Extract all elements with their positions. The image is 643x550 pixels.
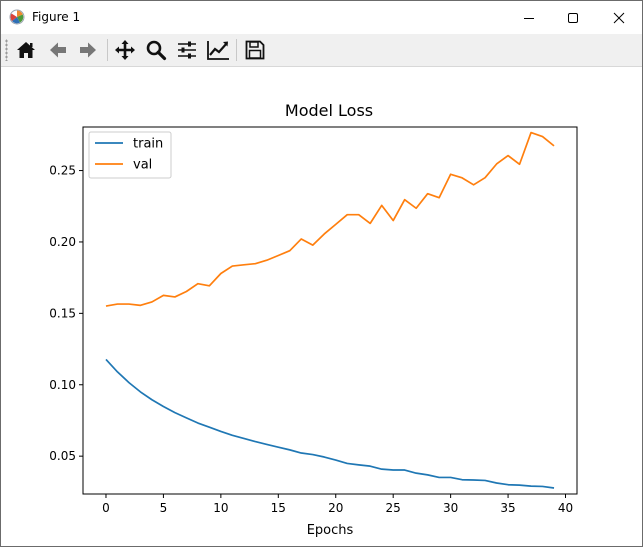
series-line-train bbox=[105, 358, 555, 489]
home-icon bbox=[17, 42, 35, 58]
forward-button[interactable] bbox=[74, 36, 102, 64]
x-tick-label: 30 bbox=[443, 501, 458, 515]
magnifier-icon bbox=[146, 40, 167, 61]
arrow-left-icon bbox=[50, 42, 66, 58]
x-tick-label: 40 bbox=[558, 501, 573, 515]
pan-button[interactable] bbox=[111, 36, 139, 64]
home-button[interactable] bbox=[12, 36, 40, 64]
y-tick-label: 0.15 bbox=[49, 306, 76, 320]
maximize-button[interactable] bbox=[550, 1, 596, 34]
x-axis: 0 5 10 15 20 25 30 35 40 bbox=[102, 494, 573, 515]
zoom-button[interactable] bbox=[142, 36, 170, 64]
title-bar[interactable]: Figure 1 bbox=[1, 1, 642, 34]
matplotlib-app-icon bbox=[9, 9, 25, 25]
series-line-val bbox=[105, 131, 555, 307]
chart-title: Model Loss bbox=[285, 101, 373, 120]
back-button[interactable] bbox=[44, 36, 72, 64]
x-tick-label: 35 bbox=[500, 501, 515, 515]
legend-label-val: val bbox=[133, 158, 152, 173]
figure-canvas[interactable]: Model Loss 0 5 10 15 20 25 30 35 40 0.05 0.10 0.15… bbox=[1, 67, 642, 546]
y-tick-label: 0.25 bbox=[49, 164, 76, 178]
close-icon bbox=[613, 12, 625, 23]
toolbar-grip[interactable] bbox=[5, 39, 8, 61]
x-tick-label: 10 bbox=[213, 501, 228, 515]
window-title: Figure 1 bbox=[32, 10, 81, 24]
legend-label-train: train bbox=[133, 137, 163, 152]
toolbar-separator bbox=[107, 39, 108, 61]
close-button[interactable] bbox=[596, 1, 642, 34]
y-tick-label: 0.10 bbox=[49, 378, 76, 392]
minimize-button[interactable] bbox=[506, 1, 552, 34]
loss-chart: Model Loss 0 5 10 15 20 25 30 35 40 0.05 0.10 0.15… bbox=[49, 101, 578, 538]
sliders-icon bbox=[178, 41, 196, 59]
legend: train val bbox=[88, 131, 172, 179]
minimize-icon bbox=[524, 17, 534, 19]
y-axis: 0.05 0.10 0.15 0.20 0.25 bbox=[49, 164, 83, 463]
series-lines bbox=[105, 131, 555, 489]
y-tick-label: 0.05 bbox=[49, 449, 76, 463]
y-tick-label: 0.20 bbox=[49, 235, 76, 249]
x-tick-label: 0 bbox=[102, 501, 110, 515]
arrow-right-icon bbox=[80, 42, 96, 58]
navigation-toolbar bbox=[1, 34, 642, 67]
x-tick-label: 20 bbox=[328, 501, 343, 515]
x-axis-label: Epochs bbox=[307, 523, 354, 538]
line-chart-icon bbox=[207, 41, 229, 60]
toolbar-separator bbox=[236, 39, 237, 61]
maximize-icon bbox=[568, 12, 578, 23]
edit-axis-button[interactable] bbox=[204, 36, 232, 64]
save-button[interactable] bbox=[241, 36, 269, 64]
x-tick-label: 5 bbox=[160, 501, 168, 515]
axes-frame bbox=[82, 126, 578, 495]
x-tick-label: 15 bbox=[271, 501, 286, 515]
x-tick-label: 25 bbox=[386, 501, 401, 515]
move-icon bbox=[115, 40, 135, 60]
configure-subplots-button[interactable] bbox=[173, 36, 201, 64]
floppy-disk-icon bbox=[245, 40, 265, 60]
